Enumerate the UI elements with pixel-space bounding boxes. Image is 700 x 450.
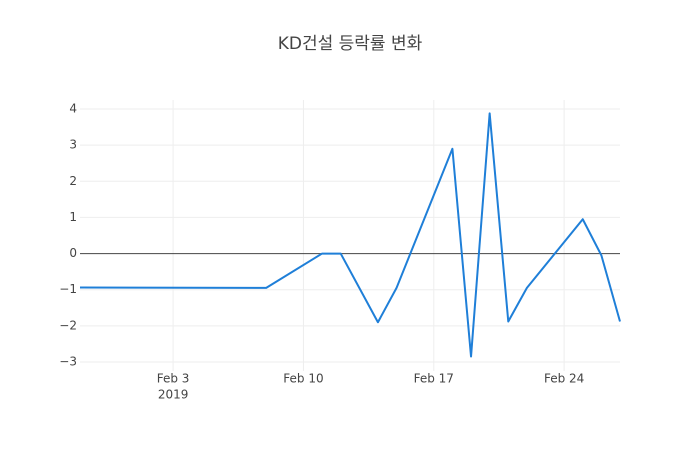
x-tick-label: Feb 10 [283, 372, 323, 386]
x-tick-label: Feb 17 [414, 372, 454, 386]
y-tick-label: 3 [69, 138, 77, 152]
y-tick-label: 1 [69, 210, 77, 224]
y-tick-label: −3 [59, 354, 77, 368]
y-tick-label: 4 [69, 102, 77, 116]
line [79, 112, 621, 358]
y-tick-label: −1 [59, 282, 77, 296]
y-tick-label: 0 [69, 246, 77, 260]
x-tick-year: 2019 [158, 388, 189, 402]
chart-title: KD건설 등락률 변화 [278, 34, 423, 54]
y-tick-label: 2 [69, 174, 77, 188]
x-tick-label: Feb 24 [544, 372, 584, 386]
y-tick-label: −2 [59, 318, 77, 332]
x-tick-label: Feb 3 [157, 372, 190, 386]
